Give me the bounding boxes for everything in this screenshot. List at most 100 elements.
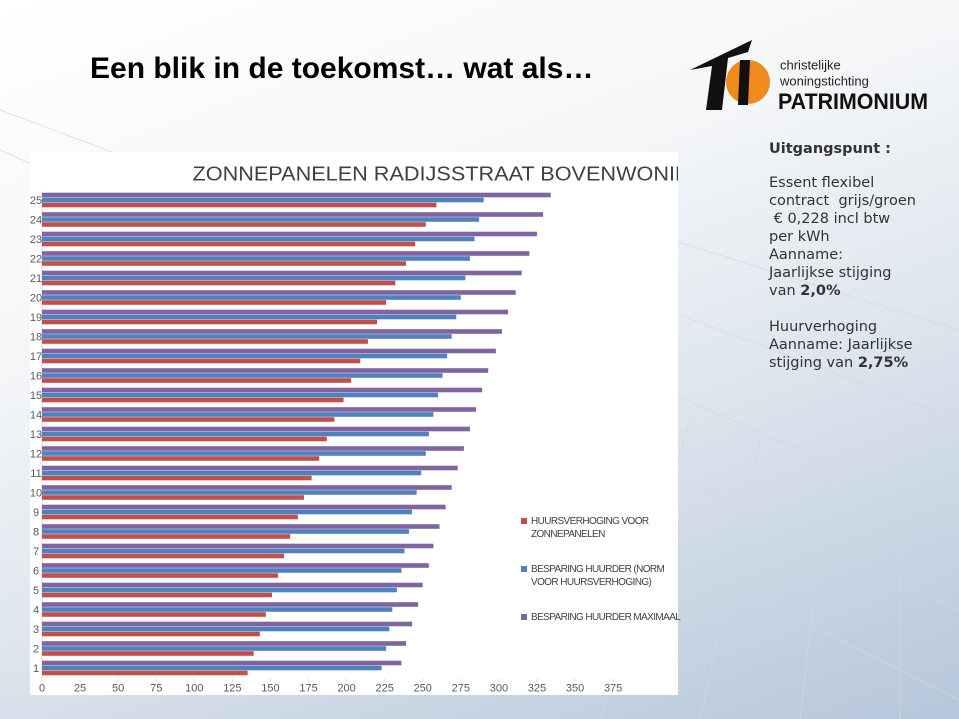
logo-text: christelijke — [780, 57, 841, 72]
y-tick-label: 22 — [30, 253, 42, 265]
bar — [42, 470, 422, 476]
bar — [42, 631, 260, 637]
notes-block: Essent flexibel contract grijs/groen € 0,… — [769, 174, 954, 282]
bar — [42, 314, 457, 320]
bar — [42, 270, 522, 276]
bar — [42, 241, 416, 247]
notes: Uitgangspunt : Essent flexibel contract g… — [769, 140, 954, 372]
x-tick-label: 325 — [528, 683, 546, 695]
notes-line: Huurverhoging — [769, 319, 878, 335]
x-tick-label: 100 — [185, 683, 203, 695]
bar — [42, 475, 312, 481]
notes-bold: 2,0% — [800, 283, 841, 299]
y-tick-label: 17 — [30, 351, 42, 363]
bar — [42, 339, 368, 344]
bar — [42, 280, 396, 286]
y-tick-label: 11 — [30, 468, 41, 480]
bar — [42, 587, 397, 593]
legend-label: HUURSVERHOGING VOOR ZONNEPANELEN — [531, 516, 649, 540]
bar — [42, 534, 291, 539]
notes-block: Huurverhoging Aanname: Jaarlijkse — [769, 318, 954, 354]
bar — [42, 592, 272, 598]
bar — [42, 514, 298, 520]
x-tick-label: 75 — [150, 683, 162, 695]
bar — [42, 256, 470, 261]
bar — [42, 378, 352, 383]
y-tick-label: 20 — [30, 292, 42, 304]
bar — [42, 417, 335, 422]
bar — [42, 392, 438, 398]
bar — [42, 543, 434, 549]
y-tick-label: 25 — [30, 195, 42, 207]
bar — [42, 651, 254, 656]
bar — [42, 485, 452, 490]
bar — [42, 582, 423, 588]
legend-swatch — [521, 566, 527, 572]
chart-title: ZONNEPANELEN RADIJSSTRAAT BOVENWONING — [193, 163, 679, 185]
x-tick-label: 275 — [452, 683, 470, 695]
legend-item: BESPARING HUURDER MAXIMAAL — [519, 611, 686, 624]
bar — [42, 368, 489, 373]
y-tick-label: 5 — [33, 585, 39, 597]
bar — [42, 456, 320, 461]
slide-title: Een blik in de toekomst… wat als… — [90, 52, 594, 85]
x-tick-label: 50 — [112, 683, 124, 695]
bar — [42, 236, 475, 242]
x-tick-label: 350 — [566, 683, 584, 695]
bar — [42, 217, 480, 222]
y-tick-label: 24 — [30, 214, 42, 226]
bar — [42, 290, 516, 295]
bar — [42, 612, 266, 617]
y-tick-label: 19 — [30, 312, 42, 324]
bar — [42, 231, 537, 237]
bar — [42, 407, 477, 412]
spacer — [769, 300, 954, 318]
x-tick-label: 125 — [223, 683, 241, 695]
legend-label: BESPARING HUURDER MAXIMAAL — [531, 612, 681, 623]
bar — [42, 607, 393, 612]
notes-line: Essent flexibel — [769, 175, 875, 191]
y-tick-label: 8 — [33, 526, 39, 538]
bar — [42, 353, 448, 359]
y-tick-label: 4 — [33, 604, 39, 616]
bar — [42, 373, 443, 378]
notes-text: stijging van — [769, 355, 858, 371]
x-tick-label: 225 — [375, 683, 393, 695]
bar — [42, 646, 387, 651]
bar — [42, 509, 413, 515]
bar — [42, 212, 544, 217]
bar — [42, 504, 446, 510]
bar — [42, 495, 304, 500]
legend-label: BESPARING HUURDER (NORM VOOR HUURSVERHOG… — [531, 564, 665, 588]
bar — [42, 426, 470, 432]
x-tick-label: 250 — [414, 683, 432, 695]
legend-item: HUURSVERHOGING VOOR ZONNEPANELEN — [519, 515, 686, 541]
bar — [42, 573, 279, 578]
y-tick-label: 15 — [30, 390, 42, 402]
bar — [42, 300, 387, 305]
bar — [42, 621, 413, 627]
bar — [42, 602, 419, 607]
y-tick-label: 3 — [33, 624, 39, 636]
bar — [42, 451, 426, 456]
y-tick-label: 16 — [30, 370, 42, 382]
notes-line: stijging van 2,75% — [769, 354, 954, 372]
x-tick-label: 0 — [39, 683, 45, 695]
y-tick-label: 14 — [30, 409, 42, 421]
bar — [42, 626, 390, 632]
x-tick-label: 150 — [261, 683, 279, 695]
logo: christelijke woningstichting PATRIMONIUM — [690, 40, 928, 114]
notes-line: per kWh — [769, 229, 830, 245]
y-tick-label: 7 — [33, 546, 39, 558]
notes-line: Aanname: Jaarlijkse — [769, 337, 913, 353]
x-tick-label: 175 — [299, 683, 317, 695]
bar — [42, 563, 429, 568]
legend: HUURSVERHOGING VOOR ZONNEPANELEN BESPARIN… — [515, 493, 681, 665]
y-tick-label: 1 — [33, 663, 39, 675]
x-tick-label: 300 — [490, 683, 508, 695]
logo-text: PATRIMONIUM — [778, 89, 928, 114]
x-tick-label: 375 — [604, 683, 622, 695]
notes-line: van 2,0% — [769, 282, 954, 300]
